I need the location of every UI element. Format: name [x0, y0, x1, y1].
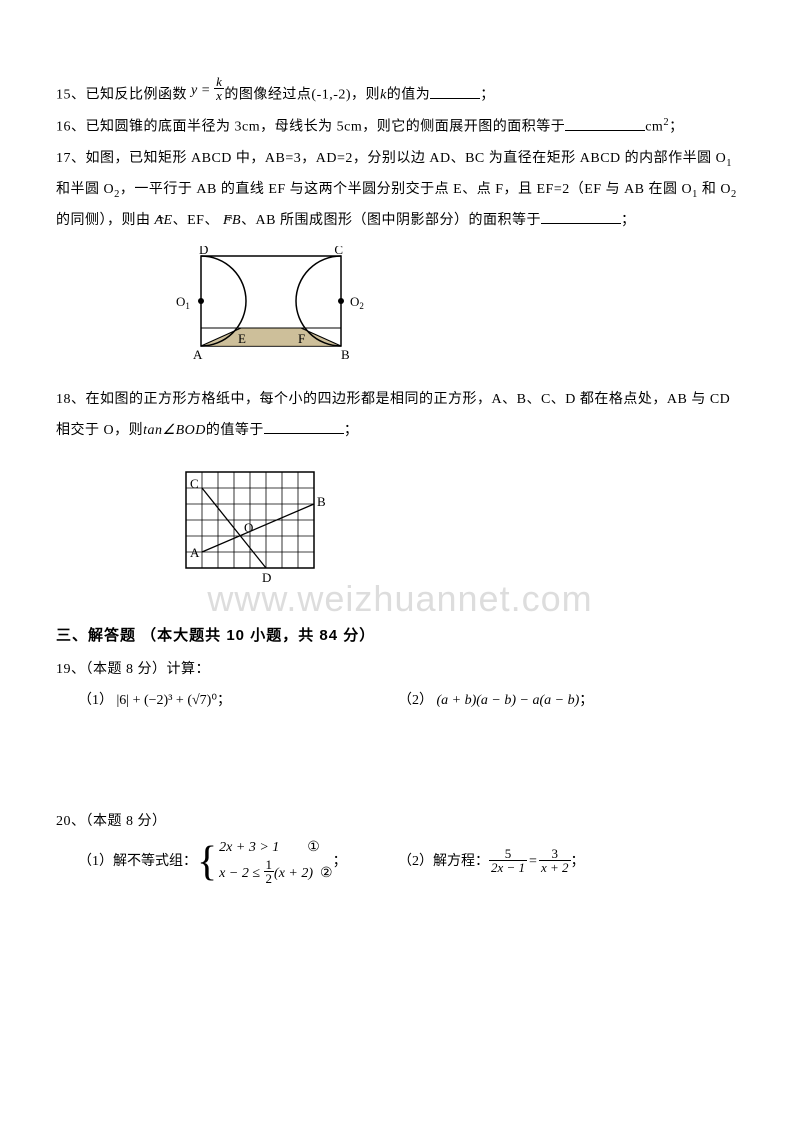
q15: 15、已知反比例函数 y = kx 的图像经过点(-1,-2)，则k的值为；: [56, 80, 744, 111]
lbl-O2: O2: [350, 294, 364, 311]
q17-l1sub: 1: [726, 158, 732, 169]
section3-title: 三、解答题 （本大题共 10 小题，共 84 分）: [56, 624, 744, 645]
lbl-O2b: O: [244, 520, 253, 535]
q20-eqmid: =: [527, 847, 539, 878]
q20-p1end: ；: [333, 847, 347, 878]
q19-parts: （1） |6| + (−2)³ + (√7)⁰； （2） (a + b)(a −…: [56, 686, 744, 717]
q20-id: 2: [264, 872, 275, 885]
q18-figure: A B C D O: [166, 457, 744, 602]
q18-blank: [264, 419, 344, 434]
q17-mid1: 、EF、: [173, 213, 219, 228]
q15-blank: [430, 84, 480, 99]
q16: 16、已知圆锥的底面半径为 3cm，母线长为 5cm，则它的侧面展开图的面积等于…: [56, 111, 744, 143]
q19-p1l: （1）: [78, 693, 113, 708]
q17-l2esub: 2: [731, 189, 737, 200]
q15-end: ；: [480, 88, 495, 103]
q18-l2: 相交于 O，则tan∠BOD的值等于 ；: [56, 416, 744, 447]
q18-l1t: 18、在如图的正方形方格纸中，每个小的四边形都是相同的正方形，A、B、C、D 都…: [56, 392, 730, 407]
q15-after: 的图像经过点(-1,-2)，则: [224, 88, 380, 103]
lbl-F: F: [298, 331, 305, 346]
q20-ld: 2x − 1: [489, 861, 527, 874]
q17-l3a: 的同侧），则由: [56, 213, 151, 228]
q20-rd: x + 2: [539, 861, 571, 874]
q17-figure: D C A B E F O1 O2: [166, 246, 744, 371]
lbl-D: D: [199, 246, 208, 257]
q19-p2end: ；: [579, 693, 593, 708]
q20-p2l: （2）解方程：: [398, 847, 489, 878]
q20-head: 20、（本题 8 分）: [56, 807, 744, 838]
q20-ln: 5: [489, 847, 527, 861]
q15-x: x: [214, 89, 224, 102]
q19-head: 19、（本题 8 分）计算：: [56, 655, 744, 686]
q19-p1end: ；: [217, 693, 231, 708]
q17-l3b: 、AB 所围成图形（图中阴影部分）的面积等于: [241, 213, 541, 228]
q18-end: ；: [344, 423, 359, 438]
q20-ineq1: 2x + 3 > 1: [219, 840, 279, 855]
q15-k: k: [214, 75, 224, 89]
q20-rn: 3: [539, 847, 571, 861]
q17-blank: [541, 209, 621, 224]
q17-l2b: ，一平行于 AB 的直线 EF 与这两个半圆分别交于点 E、点 F，且 EF=2…: [120, 182, 692, 197]
q20-ineq-system: { 2x + 3 > 1 ① x − 2 ≤ 12(x + 2) ②: [197, 837, 333, 886]
lbl-C: C: [334, 246, 343, 257]
q20-p1l: （1）解不等式组：: [78, 847, 197, 878]
q15-prefix: 15、已知反比例函数: [56, 88, 187, 103]
lbl-B2: B: [317, 494, 326, 509]
q17-l3: 的同侧），则由 ⌢AE、EF、 ⌢FB、AB 所围成图形（图中阴影部分）的面积等…: [56, 206, 744, 237]
q19-p2e: (a + b)(a − b) − a(a − b): [437, 693, 580, 708]
q18-tan: tan∠BOD: [143, 423, 206, 438]
lbl-A: A: [193, 347, 203, 362]
q20-ineq2b: (x + 2): [274, 866, 313, 881]
lbl-E: E: [238, 331, 246, 346]
q17-l1: 17、如图，已知矩形 ABCD 中，AB=3，AD=2，分别以边 AD、BC 为…: [56, 144, 744, 175]
lbl-D2: D: [262, 570, 271, 585]
q20-c1: ①: [307, 840, 320, 855]
q16-text: 16、已知圆锥的底面半径为 3cm，母线长为 5cm，则它的侧面展开图的面积等于: [56, 120, 565, 135]
q17-l1a: 17、如图，已知矩形 ABCD 中，AB=3，AD=2，分别以边 AD、BC 为…: [56, 151, 726, 166]
q17-end: ；: [621, 213, 636, 228]
q16-unit: cm: [645, 120, 663, 135]
q20-p2end: ；: [571, 847, 585, 878]
q18-l2a: 相交于 O，则: [56, 423, 143, 438]
q15-formula: y = kx: [191, 76, 224, 107]
q17-l2: 和半圆 O 2 ，一平行于 AB 的直线 EF 与这两个半圆分别交于点 E、点 F，…: [56, 175, 744, 206]
q19-p2l: （2）: [398, 693, 433, 708]
q18-l1: 18、在如图的正方形方格纸中，每个小的四边形都是相同的正方形，A、B、C、D 都…: [56, 385, 744, 416]
q15-kvar: k: [380, 88, 387, 103]
q17-l2a: 和半圆 O: [56, 182, 114, 197]
arc-ae: ⌢AE: [155, 213, 173, 228]
lbl-A2: A: [190, 545, 200, 560]
q18-l2b: 的值等于: [206, 423, 264, 438]
q19-p1e: |6| + (−2)³ + (√7)⁰: [117, 693, 217, 708]
q20-parts: （1）解不等式组： { 2x + 3 > 1 ① x − 2 ≤ 12(x + …: [56, 837, 744, 886]
q15-tail: 的值为: [387, 88, 431, 103]
lbl-B: B: [341, 347, 350, 362]
q20-c2: ②: [320, 866, 333, 881]
lbl-C2: C: [190, 476, 199, 491]
q17-l2d: 和 O: [698, 182, 731, 197]
q16-end: ；: [669, 120, 684, 135]
lbl-O1: O1: [176, 294, 190, 311]
arc-fb: ⌢FB: [223, 213, 241, 228]
q20-in: 1: [264, 858, 275, 872]
q20-ineq2a: x − 2 ≤: [219, 866, 263, 881]
q16-blank: [565, 116, 645, 131]
